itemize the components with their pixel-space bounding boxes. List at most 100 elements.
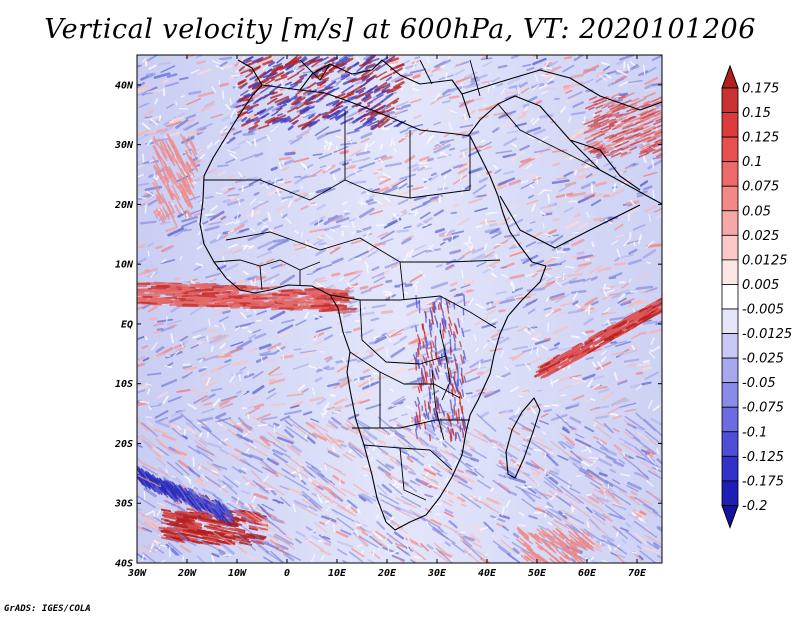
field-streak	[545, 309, 555, 317]
field-streak	[529, 533, 543, 545]
field-streak	[150, 206, 160, 211]
field-streak	[505, 500, 511, 508]
field-streak	[422, 375, 427, 385]
field-streak	[572, 101, 585, 108]
field-streak	[248, 65, 261, 73]
field-streak	[573, 213, 581, 218]
field-streak	[585, 173, 593, 179]
field-streak	[174, 489, 181, 498]
field-streak	[185, 296, 202, 300]
field-streak	[335, 289, 350, 294]
field-streak	[484, 251, 495, 259]
field-streak	[240, 311, 247, 319]
field-streak	[599, 446, 618, 456]
field-streak	[518, 512, 525, 517]
field-streak	[300, 185, 304, 190]
field-streak	[282, 302, 294, 306]
field-streak	[229, 108, 237, 119]
field-streak	[280, 198, 288, 203]
field-streak	[584, 296, 598, 306]
field-streak	[374, 154, 387, 161]
field-streak	[213, 325, 219, 327]
field-streak	[530, 460, 545, 472]
field-streak	[274, 75, 288, 82]
field-streak	[385, 348, 389, 357]
field-streak	[367, 120, 380, 127]
field-streak	[457, 317, 461, 328]
field-streak	[204, 213, 214, 217]
field-streak	[641, 312, 651, 319]
field-streak	[311, 73, 319, 80]
field-streak	[169, 324, 177, 328]
field-streak	[166, 73, 178, 78]
field-streak	[179, 498, 199, 513]
field-streak	[383, 122, 393, 128]
field-streak	[314, 487, 334, 504]
field-streak	[371, 64, 381, 73]
field-streak	[593, 488, 607, 497]
field-streak	[340, 487, 356, 497]
field-streak	[356, 507, 361, 514]
field-streak	[378, 157, 383, 163]
field-streak	[654, 299, 662, 306]
field-streak	[177, 532, 197, 538]
field-streak	[152, 297, 172, 301]
field-streak	[633, 241, 636, 247]
field-streak	[144, 510, 155, 516]
field-streak	[273, 422, 280, 427]
field-streak	[250, 470, 261, 480]
field-streak	[276, 346, 283, 352]
field-streak	[575, 424, 583, 430]
field-streak	[600, 356, 607, 363]
field-streak	[142, 357, 150, 362]
field-streak	[226, 524, 237, 528]
field-streak	[497, 336, 510, 345]
field-streak	[601, 127, 612, 133]
field-streak	[617, 121, 628, 127]
field-streak	[245, 510, 268, 528]
field-streak	[436, 187, 449, 191]
field-streak	[171, 491, 178, 500]
field-streak	[550, 235, 564, 245]
field-streak	[281, 195, 294, 200]
field-streak	[614, 257, 620, 262]
field-streak	[230, 341, 244, 347]
field-streak	[601, 559, 609, 563]
field-streak	[326, 448, 341, 458]
field-streak	[208, 277, 215, 281]
field-streak	[525, 163, 532, 170]
field-streak	[175, 449, 187, 456]
field-streak	[619, 116, 628, 121]
field-streak	[137, 525, 148, 532]
field-streak	[156, 509, 162, 517]
field-streak	[570, 538, 581, 548]
field-streak	[349, 149, 362, 157]
field-streak	[308, 121, 318, 128]
field-streak	[628, 248, 638, 255]
field-streak	[322, 402, 330, 412]
field-streak	[495, 150, 513, 154]
field-streak	[608, 134, 618, 140]
field-streak	[218, 268, 224, 276]
field-streak	[311, 91, 325, 98]
field-streak	[307, 81, 317, 89]
field-streak	[418, 128, 429, 136]
field-streak	[339, 149, 350, 155]
field-streak	[264, 78, 276, 85]
field-streak	[551, 521, 563, 532]
field-streak	[370, 317, 380, 322]
field-streak	[332, 173, 337, 181]
field-streak	[250, 280, 253, 286]
field-streak	[535, 100, 542, 105]
field-streak	[371, 534, 382, 544]
field-streak	[267, 187, 282, 196]
field-streak	[592, 217, 604, 222]
field-streak	[612, 525, 628, 540]
field-streak	[509, 417, 535, 433]
field-streak	[586, 345, 600, 354]
field-streak	[250, 301, 274, 305]
field-streak	[196, 336, 206, 341]
field-streak	[269, 260, 280, 267]
field-streak	[568, 374, 582, 379]
field-streak	[146, 445, 160, 457]
